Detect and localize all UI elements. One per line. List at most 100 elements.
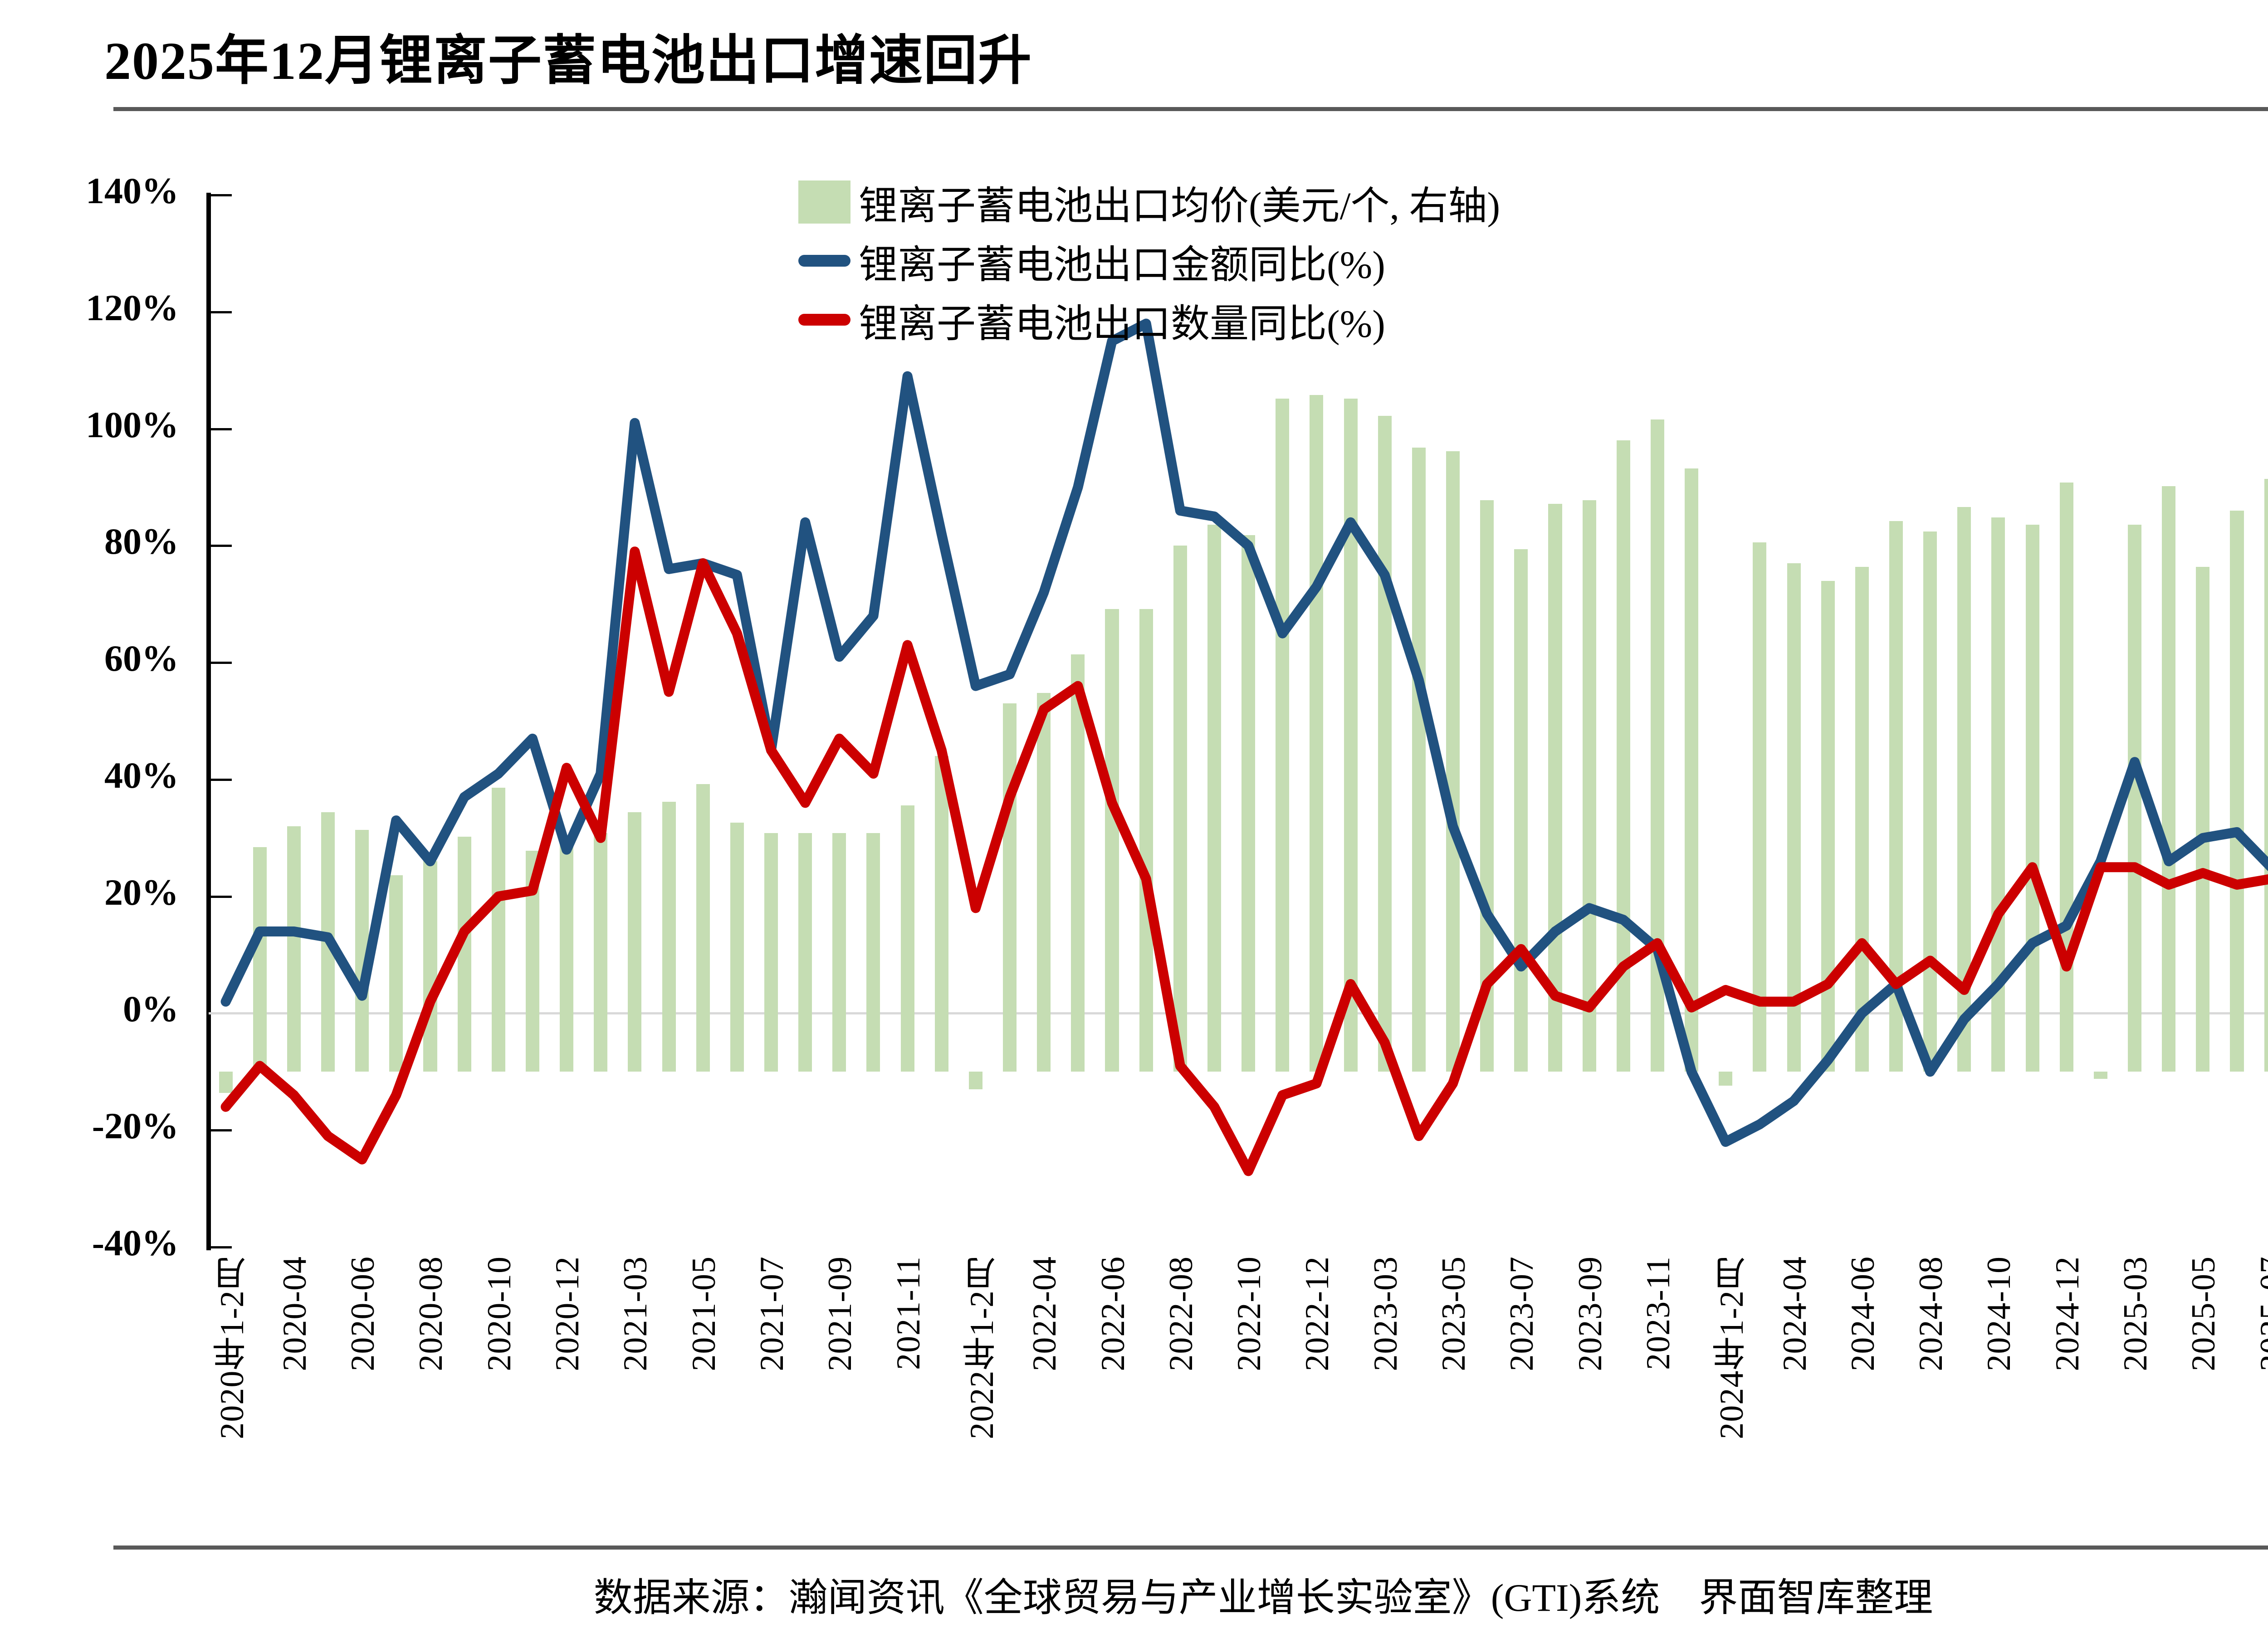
bar-avg-price — [1923, 531, 1937, 1072]
bar-avg-price — [253, 847, 267, 1072]
bar-avg-price — [1719, 1072, 1733, 1086]
title-text: 2025年12月锂离子蓄电池出口增速回升 — [104, 31, 1033, 91]
bar-avg-price — [287, 826, 301, 1072]
x-tick-label: 2021-09 — [821, 1256, 859, 1371]
x-tick-label: 2023-11 — [1639, 1256, 1677, 1370]
bar-avg-price — [2162, 486, 2176, 1072]
x-tick-label: 2021-03 — [617, 1256, 655, 1371]
x-tick-label: 2024-06 — [1844, 1256, 1882, 1371]
bar-avg-price — [219, 1072, 233, 1093]
bar-avg-price — [1139, 609, 1153, 1072]
legend-item-price: 锂离子蓄电池出口均价(美元/个, 右轴) — [798, 172, 1500, 231]
y-axis-left — [206, 193, 211, 1250]
bar-avg-price — [1105, 609, 1119, 1072]
bar-avg-price — [457, 837, 471, 1072]
x-tick-label: 2020-12 — [549, 1256, 587, 1371]
bar-avg-price — [764, 833, 778, 1072]
bar-avg-price — [1207, 524, 1221, 1072]
x-tick-label: 2022-10 — [1231, 1256, 1268, 1371]
y-tick-left — [211, 778, 232, 781]
bar-avg-price — [2230, 511, 2244, 1072]
x-tick-label: 2023-09 — [1571, 1256, 1609, 1371]
legend-label-price: 锂离子蓄电池出口均价(美元/个, 右轴) — [859, 184, 1501, 228]
bar-avg-price — [423, 861, 437, 1072]
x-tick-label: 2022-06 — [1094, 1256, 1132, 1371]
y-tick-left — [211, 311, 232, 313]
line-export-value-yoy — [220, 318, 2268, 1147]
bar-avg-price — [730, 823, 744, 1072]
bar-avg-price — [2025, 524, 2039, 1072]
x-tick-label: 2025-03 — [2117, 1256, 2155, 1371]
y-tick-label-left: -40% — [92, 1222, 179, 1263]
bar-avg-price — [1855, 566, 1869, 1072]
y-tick-label-left: -20% — [92, 1105, 179, 1147]
x-tick-label: 2023-05 — [1435, 1256, 1473, 1371]
line-series-layer — [220, 318, 2268, 1176]
bar-avg-price — [1344, 398, 1358, 1072]
y-tick-left — [211, 1129, 232, 1132]
footer-divider — [113, 1545, 2268, 1550]
bar-avg-price — [1582, 500, 1596, 1072]
x-tick-label: 2020-04 — [276, 1256, 313, 1371]
bar-avg-price — [1514, 549, 1528, 1072]
bar-avg-price — [1753, 542, 1767, 1072]
x-tick-label: 2021-05 — [685, 1256, 723, 1371]
page-title: 2025年12月锂离子蓄电池出口增速回升 — [104, 32, 2268, 91]
legend-line-swatch-red-icon — [798, 314, 850, 326]
plot-area — [209, 195, 2268, 1247]
y-tick-left — [211, 428, 232, 430]
bar-avg-price — [389, 875, 403, 1072]
x-tick-label: 2020年1-2月 — [213, 1256, 251, 1439]
y-tick-label-left: 40% — [104, 754, 179, 796]
y-tick-left — [211, 545, 232, 547]
x-tick-label: 2024-10 — [1980, 1256, 2018, 1371]
x-tick-label: 2020-10 — [480, 1256, 518, 1371]
x-tick-label: 2022-12 — [1299, 1256, 1336, 1371]
legend-item-quantity: 锂离子蓄电池出口数量同比(%) — [798, 290, 1500, 349]
title-divider — [113, 107, 2268, 111]
legend-item-value: 锂离子蓄电池出口金额同比(%) — [798, 231, 1500, 290]
bar-avg-price — [696, 784, 710, 1072]
x-tick-label: 2025-05 — [2185, 1256, 2223, 1371]
y-tick-left — [211, 895, 232, 898]
bar-avg-price — [628, 812, 642, 1072]
bar-avg-price — [1446, 451, 1460, 1072]
bar-avg-price — [832, 833, 846, 1072]
y-tick-label-left: 0% — [123, 988, 179, 1030]
y-tick-left — [211, 194, 232, 196]
bar-avg-price — [968, 1072, 982, 1089]
source-note: 数据来源：瀚闻资讯《全球贸易与产业增长实验室》(GTI)系统 界面智库整理 — [593, 1576, 1933, 1619]
y-tick-left — [211, 1246, 232, 1248]
bar-avg-price — [662, 801, 676, 1072]
x-tick-label: 2022年1-2月 — [963, 1256, 1001, 1439]
y-tick-label-left: 20% — [104, 871, 179, 913]
zero-gridline — [209, 1012, 2268, 1015]
bar-avg-price — [2128, 524, 2142, 1072]
x-tick-label: 2025-07 — [2253, 1256, 2268, 1371]
bar-avg-price — [900, 805, 914, 1072]
bar-avg-price — [1173, 546, 1187, 1072]
bar-avg-price — [1548, 503, 1562, 1072]
legend-line-swatch-blue-icon — [798, 255, 850, 267]
line-export-quantity-yoy — [220, 546, 2268, 1176]
x-tick-label: 2021-11 — [890, 1256, 927, 1370]
bar-avg-price — [2059, 483, 2073, 1072]
x-tick-label: 2024-04 — [1776, 1256, 1813, 1371]
bar-avg-price — [934, 756, 948, 1072]
y-tick-label-left: 140% — [86, 170, 179, 211]
x-tick-label: 2023-07 — [1503, 1256, 1541, 1371]
bar-avg-price — [1310, 395, 1324, 1072]
bar-avg-price — [1412, 447, 1426, 1072]
bar-avg-price — [594, 833, 608, 1072]
bar-series-layer — [209, 195, 2268, 1247]
y-tick-label-left: 120% — [86, 287, 179, 328]
bar-avg-price — [1037, 693, 1051, 1072]
x-tick-label: 2023-03 — [1367, 1256, 1404, 1371]
x-tick-label: 2024年1-2月 — [1713, 1256, 1751, 1439]
y-tick-label-left: 80% — [104, 521, 179, 562]
bar-avg-price — [491, 787, 505, 1072]
x-tick-label: 2020-08 — [412, 1256, 450, 1371]
chart-legend: 锂离子蓄电池出口均价(美元/个, 右轴) 锂离子蓄电池出口金额同比(%) 锂离子… — [798, 172, 1500, 349]
bar-avg-price — [1003, 703, 1017, 1072]
